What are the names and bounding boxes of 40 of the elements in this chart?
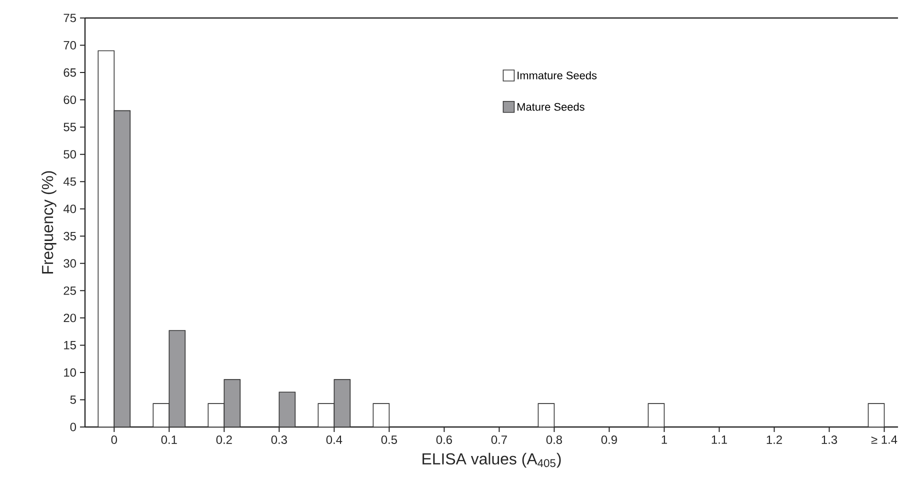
x-axis-title: ELISA values (A$_{405}$)	[422, 452, 561, 468]
x-tick-label: 0.1	[161, 436, 177, 444]
y-tick-label: 0	[70, 422, 76, 432]
x-tick-label: 0.9	[601, 436, 617, 444]
x-tick-label: 1.3	[822, 436, 838, 444]
x-tick-label: 0.7	[491, 436, 507, 444]
x-tick-label: 0.5	[381, 436, 397, 444]
x-tick-label: 1.2	[766, 436, 782, 444]
x-tick-label: 0.8	[546, 436, 562, 444]
bar	[372, 403, 390, 428]
y-tick-label: 40	[63, 204, 76, 214]
legend-label: Mature Seeds	[518, 102, 584, 111]
y-tick-label: 5	[70, 396, 76, 404]
bar	[538, 403, 555, 428]
legend-label: Immature Seeds	[518, 71, 597, 80]
y-tick-label: 10	[64, 368, 76, 377]
bar	[648, 403, 665, 428]
y-tick-label: 30	[64, 259, 76, 268]
y-tick-label: 70	[64, 41, 76, 50]
y-axis-title: Frequency (%)	[41, 171, 56, 274]
x-tick-label: 1	[662, 436, 667, 444]
x-tick-label: 0	[111, 436, 118, 444]
y-tick-label: 60	[64, 96, 76, 104]
x-tick-label: 0.4	[326, 436, 342, 444]
bar	[278, 392, 296, 428]
y-tick-label: 25	[64, 286, 76, 295]
y-tick-label: 65	[64, 68, 76, 77]
y-tick-label: 55	[64, 122, 76, 132]
bar	[868, 403, 885, 428]
y-tick-label: 50	[64, 150, 76, 159]
y-tick-label: 35	[64, 232, 76, 240]
x-tick-label: ≥ 1.4	[871, 436, 898, 444]
x-tick-label: 0.3	[271, 436, 287, 444]
x-tick-label: 0.6	[436, 436, 452, 444]
y-tick-label: 20	[64, 314, 76, 322]
y-tick-label: 15	[64, 341, 76, 350]
y-tick-label: 75	[64, 14, 76, 22]
x-tick-label: 0.2	[216, 436, 232, 444]
x-tick-label: 1.1	[712, 436, 727, 444]
y-tick-label: 45	[63, 177, 76, 186]
